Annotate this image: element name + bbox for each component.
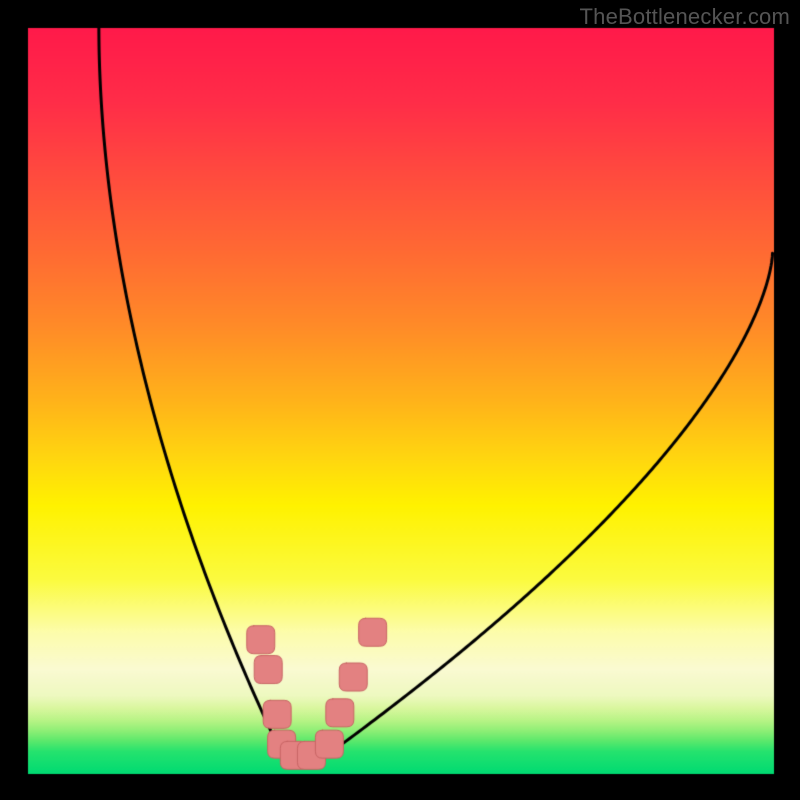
chart-canvas <box>0 0 800 800</box>
watermark-text: TheBottlenecker.com <box>580 4 790 30</box>
chart-stage: TheBottlenecker.com <box>0 0 800 800</box>
